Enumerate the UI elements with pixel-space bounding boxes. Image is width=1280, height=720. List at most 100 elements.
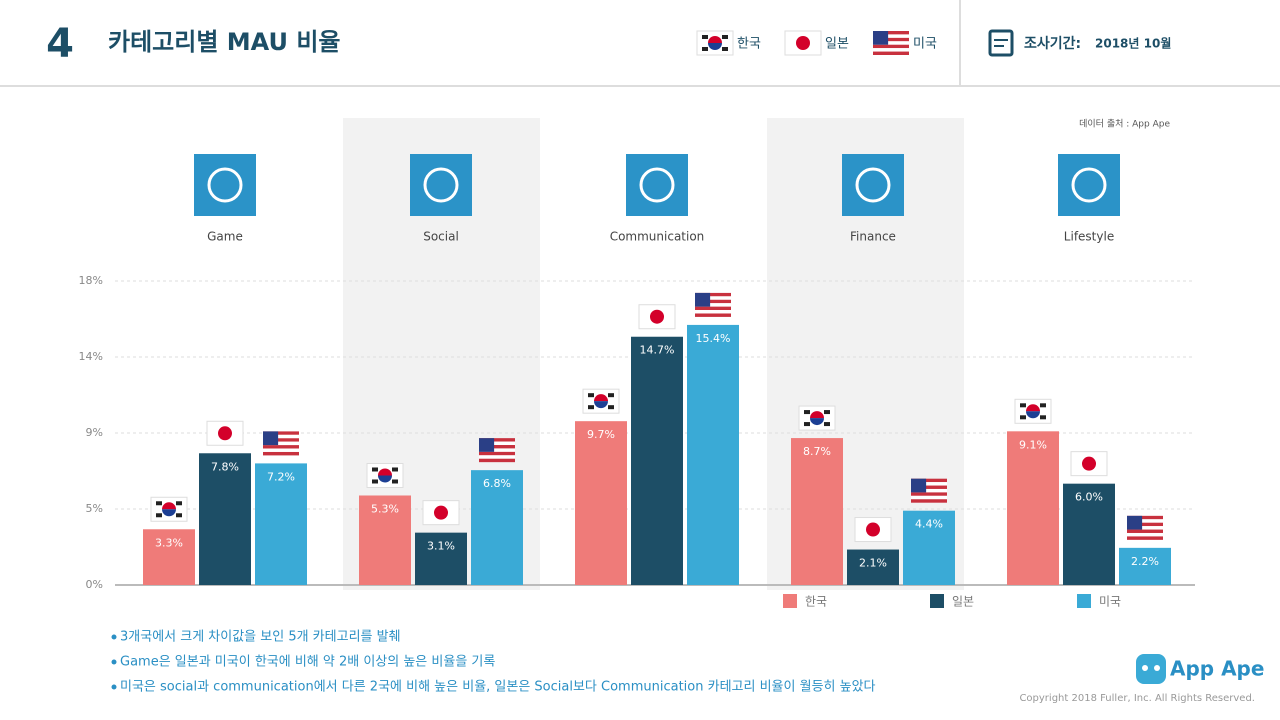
icon-glyph bbox=[639, 167, 675, 203]
flag-stripe bbox=[873, 44, 909, 49]
flag-stripe bbox=[479, 445, 515, 449]
icon-bg bbox=[410, 154, 472, 216]
flag-trigram bbox=[176, 501, 182, 506]
flag-canton bbox=[479, 438, 495, 452]
category-icon bbox=[1058, 154, 1120, 216]
icon-glyph bbox=[423, 167, 459, 203]
note: Game은 일본과 미국이 한국에 비해 약 2배 이상의 높은 비율을 기록 bbox=[120, 655, 495, 670]
flag-stripe bbox=[263, 431, 299, 435]
logo: App Ape bbox=[1170, 657, 1264, 681]
flag-stripe bbox=[1127, 532, 1163, 537]
flag-stripe bbox=[911, 499, 947, 503]
flag-yang bbox=[708, 43, 722, 50]
value-label: 7.8% bbox=[211, 460, 239, 473]
period: 2018년 10월 bbox=[1095, 36, 1171, 51]
bar bbox=[199, 453, 251, 585]
flag bbox=[696, 30, 734, 56]
category-label: Lifestyle bbox=[1064, 230, 1114, 244]
y-tick-label: 0% bbox=[86, 578, 103, 591]
flag-yang bbox=[162, 509, 176, 517]
flag-trigram bbox=[1020, 415, 1026, 420]
note: 미국은 social과 communication에서 다른 2국에 비해 높은… bbox=[120, 680, 876, 695]
value-label: 3.1% bbox=[427, 540, 455, 553]
flag-stripe bbox=[695, 313, 731, 317]
flag-sun bbox=[650, 309, 664, 324]
flag bbox=[798, 405, 836, 431]
section-number: 4 bbox=[46, 21, 74, 67]
category-label: Game bbox=[207, 230, 243, 244]
flag-trigram bbox=[392, 479, 398, 484]
category-icon bbox=[194, 154, 256, 216]
bar bbox=[1119, 547, 1171, 585]
flag-stripe bbox=[1127, 515, 1163, 520]
bar bbox=[471, 470, 523, 585]
flag-stripe bbox=[873, 48, 909, 52]
bar bbox=[1007, 431, 1059, 585]
flag-yin bbox=[378, 468, 392, 476]
flag-yin bbox=[594, 394, 608, 402]
value-label: 9.7% bbox=[587, 428, 615, 441]
flag-trigram bbox=[1040, 415, 1046, 420]
flag-stripe bbox=[911, 488, 947, 493]
flag-stripe bbox=[873, 41, 909, 45]
flag-stripe bbox=[695, 292, 731, 297]
header-legend-label: 일본 bbox=[825, 37, 849, 52]
bullet bbox=[111, 634, 117, 640]
flag-stripe bbox=[263, 445, 299, 449]
flag-stripe bbox=[1127, 519, 1163, 523]
value-label: 9.1% bbox=[1019, 438, 1047, 451]
flag-stripe bbox=[911, 495, 947, 500]
category-label: Finance bbox=[850, 230, 896, 244]
copyright: Copyright 2018 Fuller, Inc. All Rights R… bbox=[1019, 693, 1255, 704]
legend-label: 미국 bbox=[1099, 595, 1121, 609]
flag-stripe bbox=[695, 299, 731, 304]
category-label: Communication bbox=[610, 230, 705, 244]
note: 3개국에서 크게 차이값을 보인 5개 카테고리를 발췌 bbox=[120, 630, 401, 645]
flag bbox=[422, 500, 460, 526]
flag-stripe bbox=[263, 451, 299, 456]
flag-sun bbox=[1082, 456, 1096, 471]
flag-trigram bbox=[722, 47, 728, 51]
flag-stripe bbox=[263, 448, 299, 452]
flag-stripe bbox=[1127, 526, 1163, 530]
flag bbox=[263, 431, 299, 456]
legend-label: 일본 bbox=[952, 595, 974, 609]
flag-stripe bbox=[1127, 529, 1163, 533]
bar bbox=[255, 463, 307, 585]
flag-trigram bbox=[588, 405, 594, 410]
value-label: 3.3% bbox=[155, 536, 183, 549]
flag-trigram bbox=[588, 393, 594, 398]
flag-yang bbox=[810, 418, 824, 426]
bar bbox=[847, 549, 899, 585]
flag bbox=[638, 304, 676, 330]
legend-swatch bbox=[1077, 594, 1091, 608]
flag-stripe bbox=[479, 448, 515, 452]
flag-stripe bbox=[1127, 522, 1163, 527]
category-icon bbox=[626, 154, 688, 216]
calendar-icon bbox=[988, 29, 1014, 57]
flag-stripe bbox=[695, 296, 731, 300]
flag-trigram bbox=[1020, 403, 1026, 408]
flag bbox=[206, 420, 244, 446]
flag-canton bbox=[695, 292, 711, 307]
flag-trigram bbox=[176, 513, 182, 518]
flag-stripe bbox=[911, 492, 947, 496]
flag-trigram bbox=[1040, 403, 1046, 408]
value-label: 15.4% bbox=[696, 332, 731, 345]
category-icon bbox=[842, 154, 904, 216]
flag-sun bbox=[218, 426, 232, 441]
flag-stripe bbox=[873, 34, 909, 38]
flag-sun bbox=[434, 505, 448, 520]
y-tick-label: 14% bbox=[79, 350, 103, 363]
flag-trigram bbox=[722, 35, 728, 39]
flag-trigram bbox=[804, 422, 810, 427]
flag-stripe bbox=[263, 441, 299, 446]
icon-bg bbox=[1058, 154, 1120, 216]
value-label: 6.0% bbox=[1075, 491, 1103, 504]
value-label: 2.1% bbox=[859, 557, 887, 570]
icon-glyph bbox=[855, 167, 891, 203]
flag-canton bbox=[263, 431, 279, 446]
icon-glyph bbox=[207, 167, 243, 203]
bullet bbox=[111, 659, 117, 665]
